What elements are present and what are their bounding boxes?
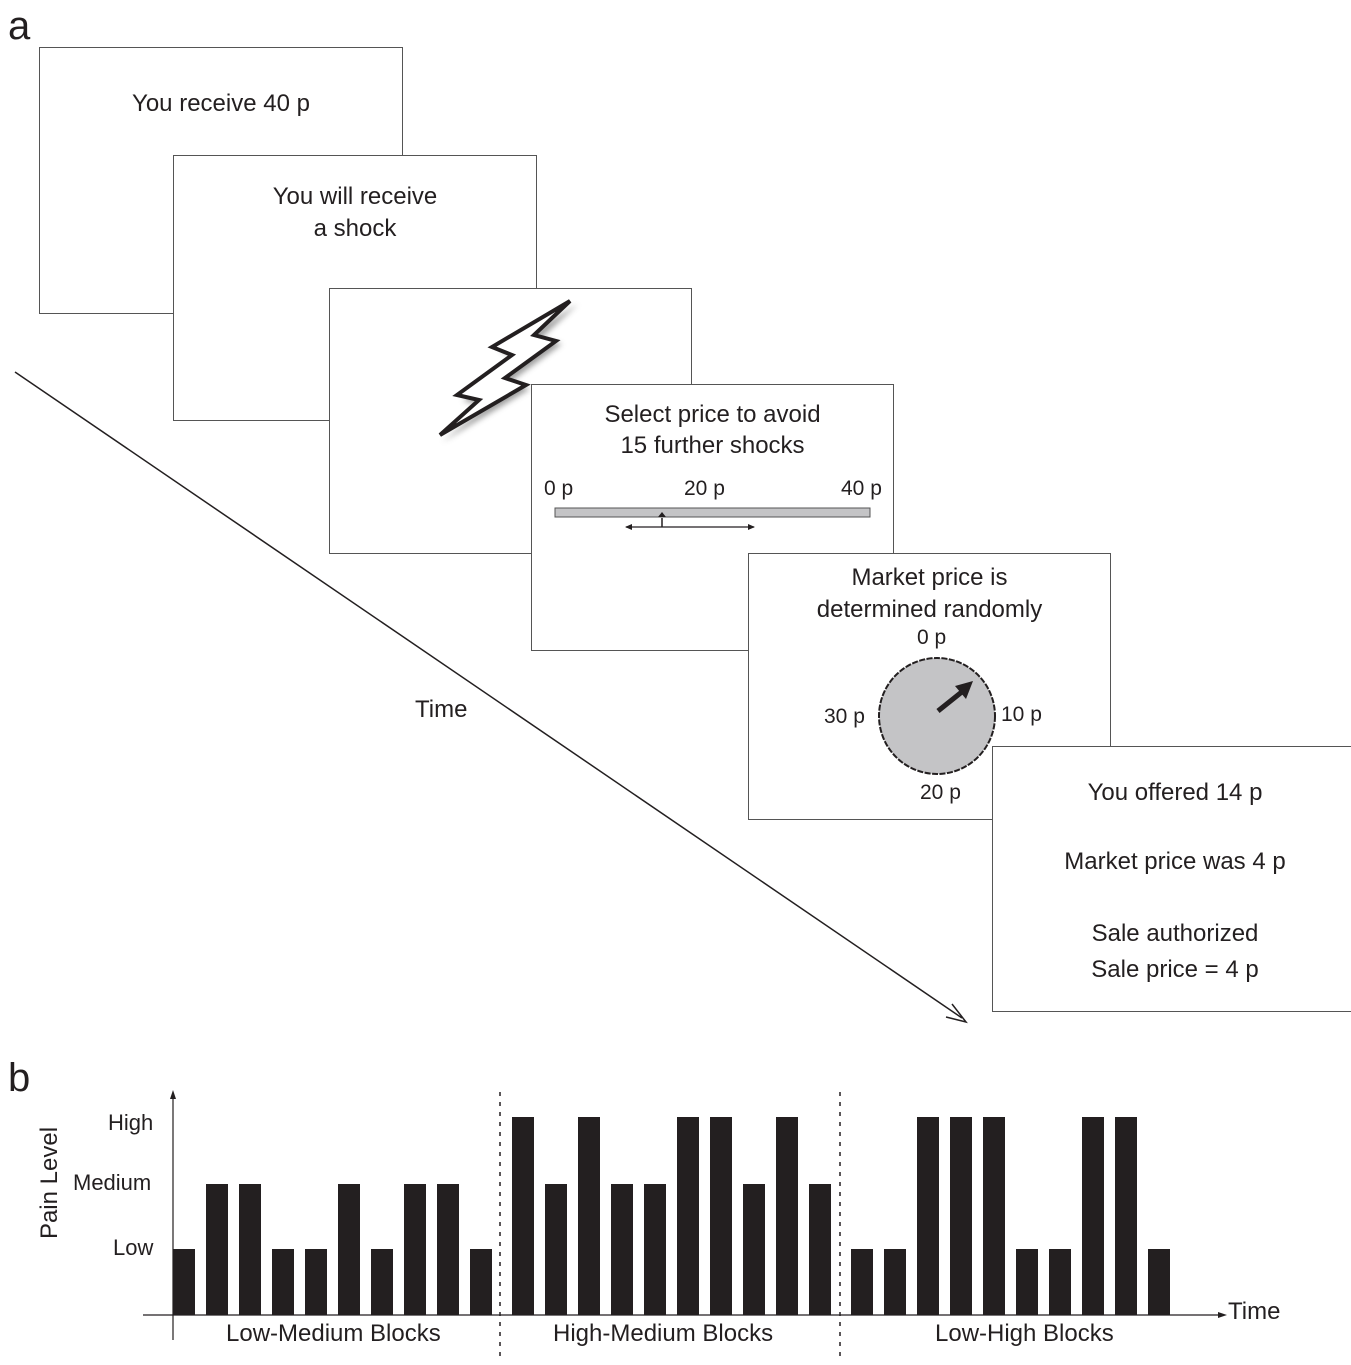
- pain-bar-block3-3: [917, 1117, 939, 1315]
- pain-bar-block1-8: [404, 1184, 426, 1315]
- block-label-high-medium: High-Medium Blocks: [553, 1320, 774, 1347]
- pain-bar-block2-3: [578, 1117, 600, 1315]
- pain-bar-block3-4: [950, 1117, 972, 1315]
- outcome-sale-price: Sale price = 4 p: [1091, 956, 1259, 983]
- time-arrow-layer: [14, 371, 968, 1024]
- panel-b-label: b: [8, 1056, 31, 1100]
- block-label-low-medium: Low-Medium Blocks: [226, 1320, 441, 1347]
- outcome-market: Market price was 4 p: [1064, 848, 1286, 875]
- slider-track: [554, 507, 871, 518]
- pain-bar-block3-8: [1082, 1117, 1104, 1315]
- pain-bar-block1-10: [470, 1249, 492, 1315]
- pain-bar-block3-2: [884, 1249, 906, 1315]
- pain-bar-block2-9: [776, 1117, 798, 1315]
- screen-outcome: You offered 14 p Market price was 4 p Sa…: [992, 746, 1351, 1012]
- pain-bar-block2-6: [677, 1117, 699, 1315]
- pain-bar-block3-6: [1016, 1249, 1038, 1315]
- market-line2: determined randomly: [816, 596, 1043, 623]
- y-tick-low: Low: [113, 1235, 154, 1260]
- pain-bar-block1-7: [371, 1249, 393, 1315]
- pain-bar-block1-9: [437, 1184, 459, 1315]
- pain-bar-block3-10: [1148, 1249, 1170, 1315]
- time-label: Time: [415, 696, 468, 723]
- time-arrow-line: [14, 371, 963, 1019]
- pain-bar-block2-1: [512, 1117, 534, 1315]
- y-tick-high: High: [108, 1110, 154, 1135]
- pain-bar-block1-3: [239, 1184, 261, 1315]
- pain-bar-block2-8: [743, 1184, 765, 1315]
- shock-notice-line2: a shock: [313, 215, 397, 242]
- y-tick-medium: Medium: [73, 1170, 152, 1195]
- shock-notice-line1: You will receive: [272, 183, 438, 210]
- pain-bar-block2-2: [545, 1184, 567, 1315]
- y-axis-arrowhead: [170, 1090, 176, 1099]
- select-price-line2: 15 further shocks: [620, 432, 805, 459]
- pain-bar-block2-10: [809, 1184, 831, 1315]
- market-line1: Market price is: [851, 564, 1008, 591]
- pain-bar-block2-5: [644, 1184, 666, 1315]
- outcome-offered: You offered 14 p: [1087, 779, 1263, 806]
- screen-market-price: Market price is determined randomly 0 p …: [748, 553, 1111, 820]
- slider-label-mid: 20 p: [684, 477, 725, 500]
- pain-bar-block3-9: [1115, 1117, 1137, 1315]
- slider-label-min: 0 p: [544, 477, 574, 500]
- price-dial: [878, 657, 996, 775]
- pain-bar-block3-1: [851, 1249, 873, 1315]
- pain-bar-block2-4: [611, 1184, 633, 1315]
- dial-needle: [936, 689, 965, 713]
- pain-bar-block3-5: [983, 1117, 1005, 1315]
- pain-bar-block3-7: [1049, 1249, 1071, 1315]
- dial-label-left: 30 p: [824, 705, 865, 728]
- pain-bar-block1-1: [173, 1249, 195, 1315]
- pain-bar-block1-4: [272, 1249, 294, 1315]
- pain-bar-block2-7: [710, 1117, 732, 1315]
- select-price-line1: Select price to avoid: [604, 401, 821, 428]
- slider-label-max: 40 p: [841, 477, 882, 500]
- pain-bar-block1-2: [206, 1184, 228, 1315]
- panel-a-label: a: [8, 4, 31, 48]
- pain-bar-block1-5: [305, 1249, 327, 1315]
- dial-label-right: 10 p: [1001, 703, 1042, 726]
- block-label-low-high: Low-High Blocks: [935, 1320, 1114, 1347]
- time-arrow-head: [945, 1003, 968, 1024]
- dial-needle-head: [955, 681, 973, 699]
- price-slider: [554, 507, 871, 530]
- dial-label-bottom: 20 p: [920, 781, 961, 804]
- screen-receive-text: You receive 40 p: [132, 90, 310, 117]
- outcome-sale-status: Sale authorized: [1091, 920, 1259, 947]
- lightning-icon: [438, 299, 578, 442]
- x-axis-title: Time: [1228, 1298, 1281, 1325]
- dial-label-top: 0 p: [917, 626, 947, 649]
- pain-bar-block1-6: [338, 1184, 360, 1315]
- x-axis-arrowhead: [1218, 1312, 1227, 1318]
